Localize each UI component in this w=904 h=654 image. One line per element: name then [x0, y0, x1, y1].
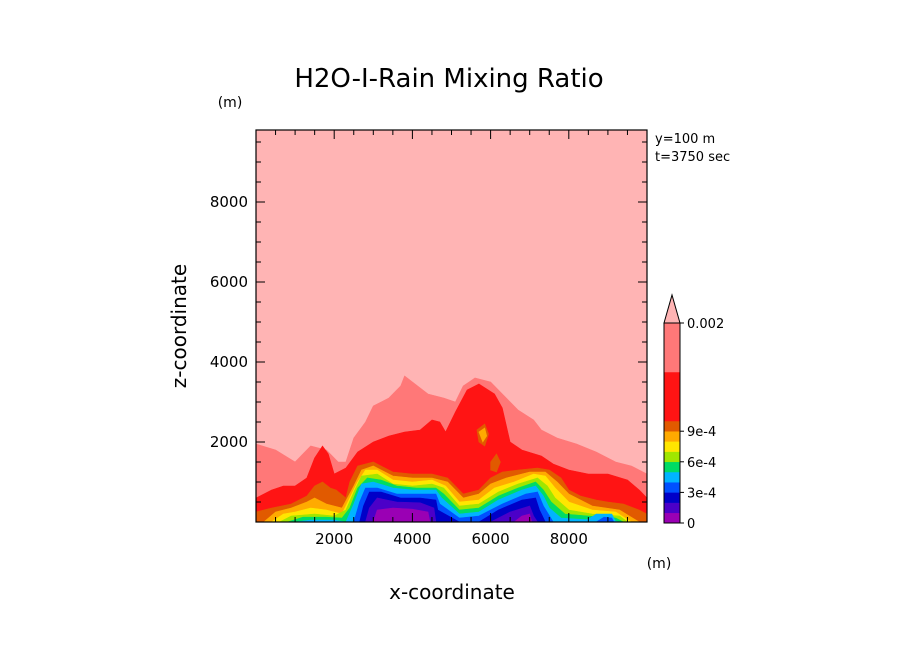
colorbar-band-10 — [663, 371, 681, 422]
y-tick-label: 6000 — [210, 273, 248, 291]
annotation-y: y=100 m — [655, 132, 715, 147]
colorbar-band-0 — [663, 512, 681, 524]
colorbar-band-1 — [663, 502, 681, 514]
contour-fills — [255, 130, 648, 523]
plot-frame — [255, 129, 648, 523]
colorbar-band-9 — [663, 420, 681, 432]
colorbar-band-4 — [663, 471, 681, 483]
x-tick-label: 6000 — [472, 530, 510, 548]
x-tick-label: 4000 — [393, 530, 431, 548]
colorbar: 0 3e-4 6e-4 9e-4 0.002 — [663, 293, 724, 532]
x-tick-label: 2000 — [315, 530, 353, 548]
y-tick-label: 4000 — [210, 353, 248, 371]
contour-region-18 — [478, 427, 488, 443]
colorbar-tick-label: 3e-4 — [687, 486, 716, 501]
axis-ticks: 2000 4000 6000 8000 2000 4000 6000 8000 — [210, 130, 648, 548]
colorbar-band-7 — [663, 441, 681, 452]
colorbar-frame — [663, 322, 681, 524]
colorbar-tick-label: 6e-4 — [687, 456, 716, 471]
colorbar-band-11 — [663, 322, 681, 373]
y-unit-label: (m) — [218, 95, 243, 111]
y-tick-label: 2000 — [210, 433, 248, 451]
y-tick-label: 8000 — [210, 193, 248, 211]
colorbar-band-5 — [663, 461, 681, 473]
colorbar-band-6 — [663, 451, 681, 463]
x-axis-label: x-coordinate — [389, 580, 515, 604]
colorbar-tick-label: 0.002 — [687, 317, 724, 332]
colorbar-band-2 — [663, 492, 681, 503]
colorbar-band-3 — [663, 481, 681, 493]
x-tick-label: 8000 — [550, 530, 588, 548]
colorbar-tick-label: 9e-4 — [687, 425, 716, 440]
x-unit-label: (m) — [647, 556, 672, 572]
contour-region-19 — [490, 453, 501, 473]
colorbar-extend-triangle — [663, 293, 681, 324]
colorbar-band-8 — [663, 430, 681, 442]
chart-title: H2O-I-Rain Mixing Ratio — [294, 64, 603, 94]
y-axis-label: z-coordinate — [167, 264, 191, 388]
annotation-t: t=3750 sec — [655, 150, 730, 165]
colorbar-tick-label: 0 — [687, 517, 695, 532]
